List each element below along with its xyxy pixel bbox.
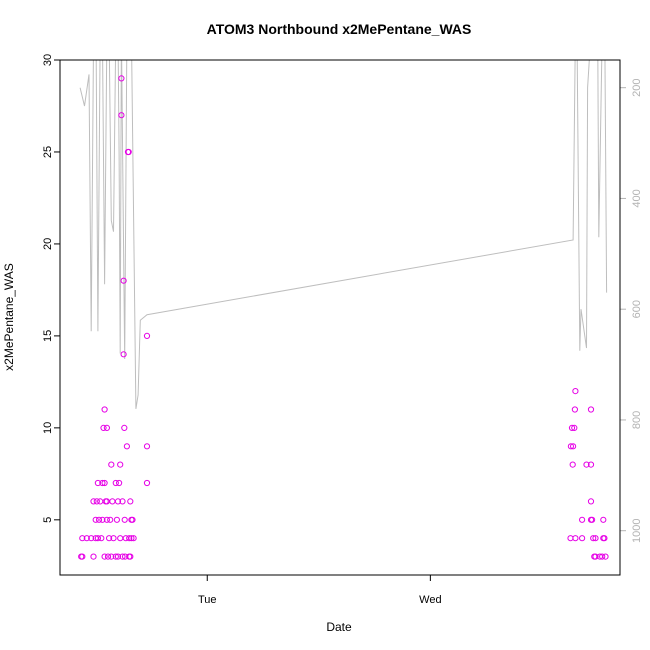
- scatter-point: [101, 479, 108, 487]
- scatter-point: [119, 553, 126, 560]
- scatter-point: [121, 424, 128, 431]
- left-tick-label: 25: [42, 146, 54, 158]
- scatter-point: [128, 535, 135, 542]
- scatter-point: [95, 516, 103, 523]
- x-tick-label: Wed: [419, 594, 441, 606]
- scatter-point: [130, 535, 137, 542]
- x-tick-label: Tue: [198, 594, 217, 606]
- scatter-point: [567, 443, 575, 450]
- scatter-point: [116, 479, 123, 487]
- scatter-point: [589, 516, 596, 523]
- scatter-point: [572, 388, 579, 395]
- scatter-point: [99, 479, 106, 487]
- scatter-point: [114, 498, 122, 505]
- left-tick-label: 15: [42, 330, 54, 342]
- scatter-point: [129, 516, 136, 523]
- right-tick-label: 800: [631, 411, 643, 429]
- scatter-point: [118, 75, 125, 82]
- scatter-point: [106, 535, 113, 542]
- scatter-point: [127, 553, 134, 560]
- scatter-point: [92, 516, 99, 523]
- scatter-point: [93, 498, 100, 505]
- scatter-point: [79, 535, 86, 542]
- scatter-point: [600, 516, 607, 523]
- left-tick-label: 10: [42, 422, 54, 434]
- scatter-point: [107, 516, 114, 523]
- scatter-point: [143, 479, 151, 487]
- scatter-point: [587, 406, 595, 413]
- scatter-point: [601, 535, 608, 542]
- scatter-point: [121, 516, 128, 523]
- scatter-point: [112, 479, 119, 487]
- scatter-point: [98, 535, 105, 542]
- left-tick-label: 20: [42, 238, 54, 250]
- right-tick-label: 200: [631, 79, 643, 97]
- scatter-point: [602, 553, 609, 560]
- chart-title: ATOM3 Northbound x2MePentane_WAS: [207, 21, 472, 37]
- scatter-point: [118, 112, 125, 119]
- scatter-point: [83, 535, 90, 542]
- scatter-point: [108, 461, 115, 468]
- scatter-point: [590, 535, 597, 542]
- scatter-point: [88, 535, 95, 542]
- scatter-point: [592, 553, 599, 560]
- scatter-point: [579, 535, 586, 542]
- scatter-point: [587, 498, 595, 505]
- scatter-point: [78, 553, 85, 560]
- scatter-point: [103, 424, 111, 431]
- plot-frame: [59, 59, 621, 576]
- right-tick-label: 600: [631, 300, 643, 318]
- scatter-point: [120, 351, 127, 358]
- scatter-point: [112, 553, 119, 560]
- scatter-point: [117, 461, 124, 468]
- line-series-0: [79, 60, 608, 409]
- scatter-point: [592, 535, 599, 542]
- x-axis-label: Date: [326, 620, 352, 634]
- scatter-point: [123, 443, 131, 450]
- scatter-point: [104, 553, 112, 560]
- scatter-point: [90, 553, 97, 560]
- scatter-point: [583, 461, 590, 468]
- scatter-point: [568, 424, 576, 431]
- plot-content: [78, 60, 609, 560]
- scatter-point: [599, 553, 606, 560]
- scatter-point: [120, 277, 127, 284]
- scatter-point: [127, 498, 134, 505]
- scatter-point: [143, 332, 151, 339]
- scatter-point: [108, 553, 115, 560]
- scatter-point: [119, 498, 126, 505]
- scatter-point: [126, 535, 133, 542]
- right-tick-label: 400: [631, 189, 643, 207]
- scatter-point: [125, 148, 132, 156]
- scatter-point: [90, 498, 97, 505]
- right-tick-label: 1000: [631, 518, 643, 542]
- scatter-point: [579, 516, 586, 523]
- scatter-point: [101, 553, 108, 560]
- scatter-point: [571, 424, 578, 431]
- scatter-point: [103, 516, 111, 523]
- scatter-point: [569, 461, 576, 468]
- scatter-point: [110, 535, 117, 542]
- scatter-point: [94, 535, 102, 542]
- left-tick-label: 30: [42, 54, 54, 66]
- y-axis-label: x2MePentane_WAS: [2, 263, 16, 371]
- scatter-point: [114, 553, 122, 560]
- scatter-point: [571, 406, 579, 413]
- scatter-point: [94, 479, 102, 487]
- scatter-point: [587, 461, 595, 468]
- scatter-point: [113, 516, 121, 523]
- scatter-point: [567, 535, 574, 542]
- scatter-point: [101, 406, 108, 413]
- scatter-point: [100, 424, 107, 431]
- left-tick-label: 5: [42, 517, 54, 523]
- scatter-point: [99, 516, 106, 523]
- scatter-point: [143, 443, 151, 450]
- scatter-point: [570, 443, 577, 450]
